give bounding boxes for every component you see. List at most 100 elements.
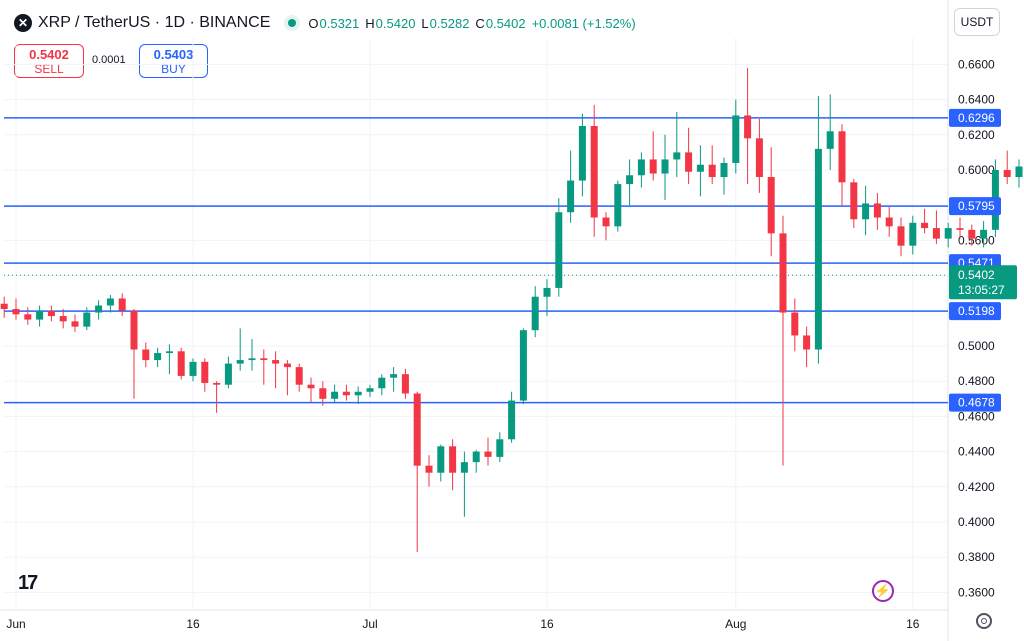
y-tick-label: 0.6400 <box>958 93 995 107</box>
candle-body <box>637 159 645 176</box>
candle-body <box>484 451 492 457</box>
symbol-title[interactable]: XRP / TetherUS · 1D · BINANCE <box>38 14 271 31</box>
x-tick-label: Jul <box>362 617 377 631</box>
candle-body <box>413 393 421 466</box>
candle-body <box>885 217 893 227</box>
level-price-label: 0.5795 <box>958 199 995 213</box>
candle-body <box>460 462 468 473</box>
candle-body <box>236 360 244 364</box>
candle-body <box>921 222 929 229</box>
lightning-icon[interactable]: ⚡ <box>872 580 894 602</box>
ohlc-high-value: 0.5420 <box>375 15 416 31</box>
ohlc-open-value: 0.5321 <box>319 15 360 31</box>
y-tick-label: 0.6600 <box>958 57 995 71</box>
candle-body <box>201 361 209 383</box>
candle-body <box>779 233 787 313</box>
candle-body <box>425 465 433 473</box>
candle-body <box>95 305 103 313</box>
chart-header: ✕ XRP / TetherUS · 1D · BINANCE O 0.5321 … <box>14 12 642 34</box>
y-tick-label: 0.5000 <box>958 339 995 353</box>
candle-body <box>83 312 91 327</box>
y-tick-label: 0.6200 <box>958 128 995 142</box>
candle-body <box>283 363 291 368</box>
candle-body <box>850 182 858 220</box>
y-tick-label: 0.4200 <box>958 480 995 494</box>
candle-body <box>118 298 126 311</box>
ohlc-readout: O 0.5321 H 0.5420 L 0.5282 C 0.5402 +0.0081 … <box>308 16 641 31</box>
level-price-label: 0.5198 <box>958 304 995 318</box>
x-tick-label: Jun <box>6 617 25 631</box>
candle-body <box>437 446 445 473</box>
candle-body <box>578 126 586 181</box>
y-tick-label: 0.4800 <box>958 374 995 388</box>
buy-button[interactable]: 0.5403 BUY <box>139 44 208 78</box>
candle-body <box>519 330 527 401</box>
candle-body <box>342 391 350 396</box>
candle-body <box>1003 170 1011 178</box>
level-price-tag <box>949 197 1001 216</box>
candle-body <box>59 316 67 322</box>
spread-value: 0.0001 <box>92 54 126 66</box>
y-tick-label: 0.4400 <box>958 445 995 459</box>
candle-body <box>390 374 398 378</box>
ohlc-high-key: H <box>365 15 375 31</box>
candle-body <box>614 184 622 227</box>
candle-body <box>956 228 964 230</box>
candle-body <box>1015 166 1023 178</box>
candle-body <box>106 298 114 306</box>
ohlc-close-value: 0.5402 <box>485 15 526 31</box>
ohlc-low-value: 0.5282 <box>429 15 470 31</box>
candle-body <box>24 314 32 320</box>
candle-body <box>862 203 870 220</box>
buy-label: BUY <box>161 61 186 76</box>
candle-body <box>567 180 575 213</box>
market-status-icon <box>288 19 297 27</box>
candle-body <box>873 203 881 218</box>
candle-body <box>319 388 327 399</box>
candle-body <box>543 287 551 297</box>
buy-price: 0.5403 <box>153 46 194 62</box>
ohlc-open-key: O <box>308 15 319 31</box>
currency-button[interactable]: USDT <box>954 8 1000 36</box>
candle-body <box>508 400 516 440</box>
candle-body <box>307 384 315 389</box>
candle-body <box>814 148 822 350</box>
y-tick-label: 0.4000 <box>958 515 995 529</box>
candle-body <box>12 309 20 315</box>
candle-body <box>626 175 634 185</box>
candle-body <box>720 162 728 178</box>
y-tick-label: 0.4600 <box>958 409 995 423</box>
candle-body <box>590 126 598 218</box>
candle-body <box>272 360 280 364</box>
candle-body <box>732 115 740 163</box>
candle-body <box>980 229 988 239</box>
y-tick-label: 0.3600 <box>958 585 995 599</box>
candle-body <box>661 159 669 174</box>
ohlc-change-value: +0.0081 (+1.52%) <box>531 15 636 31</box>
candle-body <box>248 358 256 361</box>
candle-body <box>944 228 952 239</box>
candle-body <box>803 335 811 350</box>
level-price-tag <box>949 393 1001 412</box>
candle-body <box>165 351 173 354</box>
x-tick-label: 16 <box>186 617 200 631</box>
candle-body <box>295 367 303 385</box>
candle-body <box>401 374 409 394</box>
candle-body <box>673 152 681 160</box>
candle-body <box>366 388 374 392</box>
gear-icon[interactable] <box>976 613 992 629</box>
candle-body <box>932 228 940 239</box>
countdown-label: 13:05:27 <box>958 283 1005 297</box>
candle-body <box>968 229 976 239</box>
sell-button[interactable]: 0.5402 SELL <box>14 44 84 78</box>
candle-body <box>189 361 197 376</box>
tradingview-logo[interactable]: 17 <box>18 572 38 594</box>
candle-body <box>224 363 232 385</box>
candle-body <box>177 351 185 376</box>
candle-body <box>260 358 268 361</box>
candle-body <box>47 310 55 317</box>
candle-body <box>649 159 657 174</box>
candle-body <box>909 222 917 246</box>
level-price-tag <box>949 302 1001 321</box>
